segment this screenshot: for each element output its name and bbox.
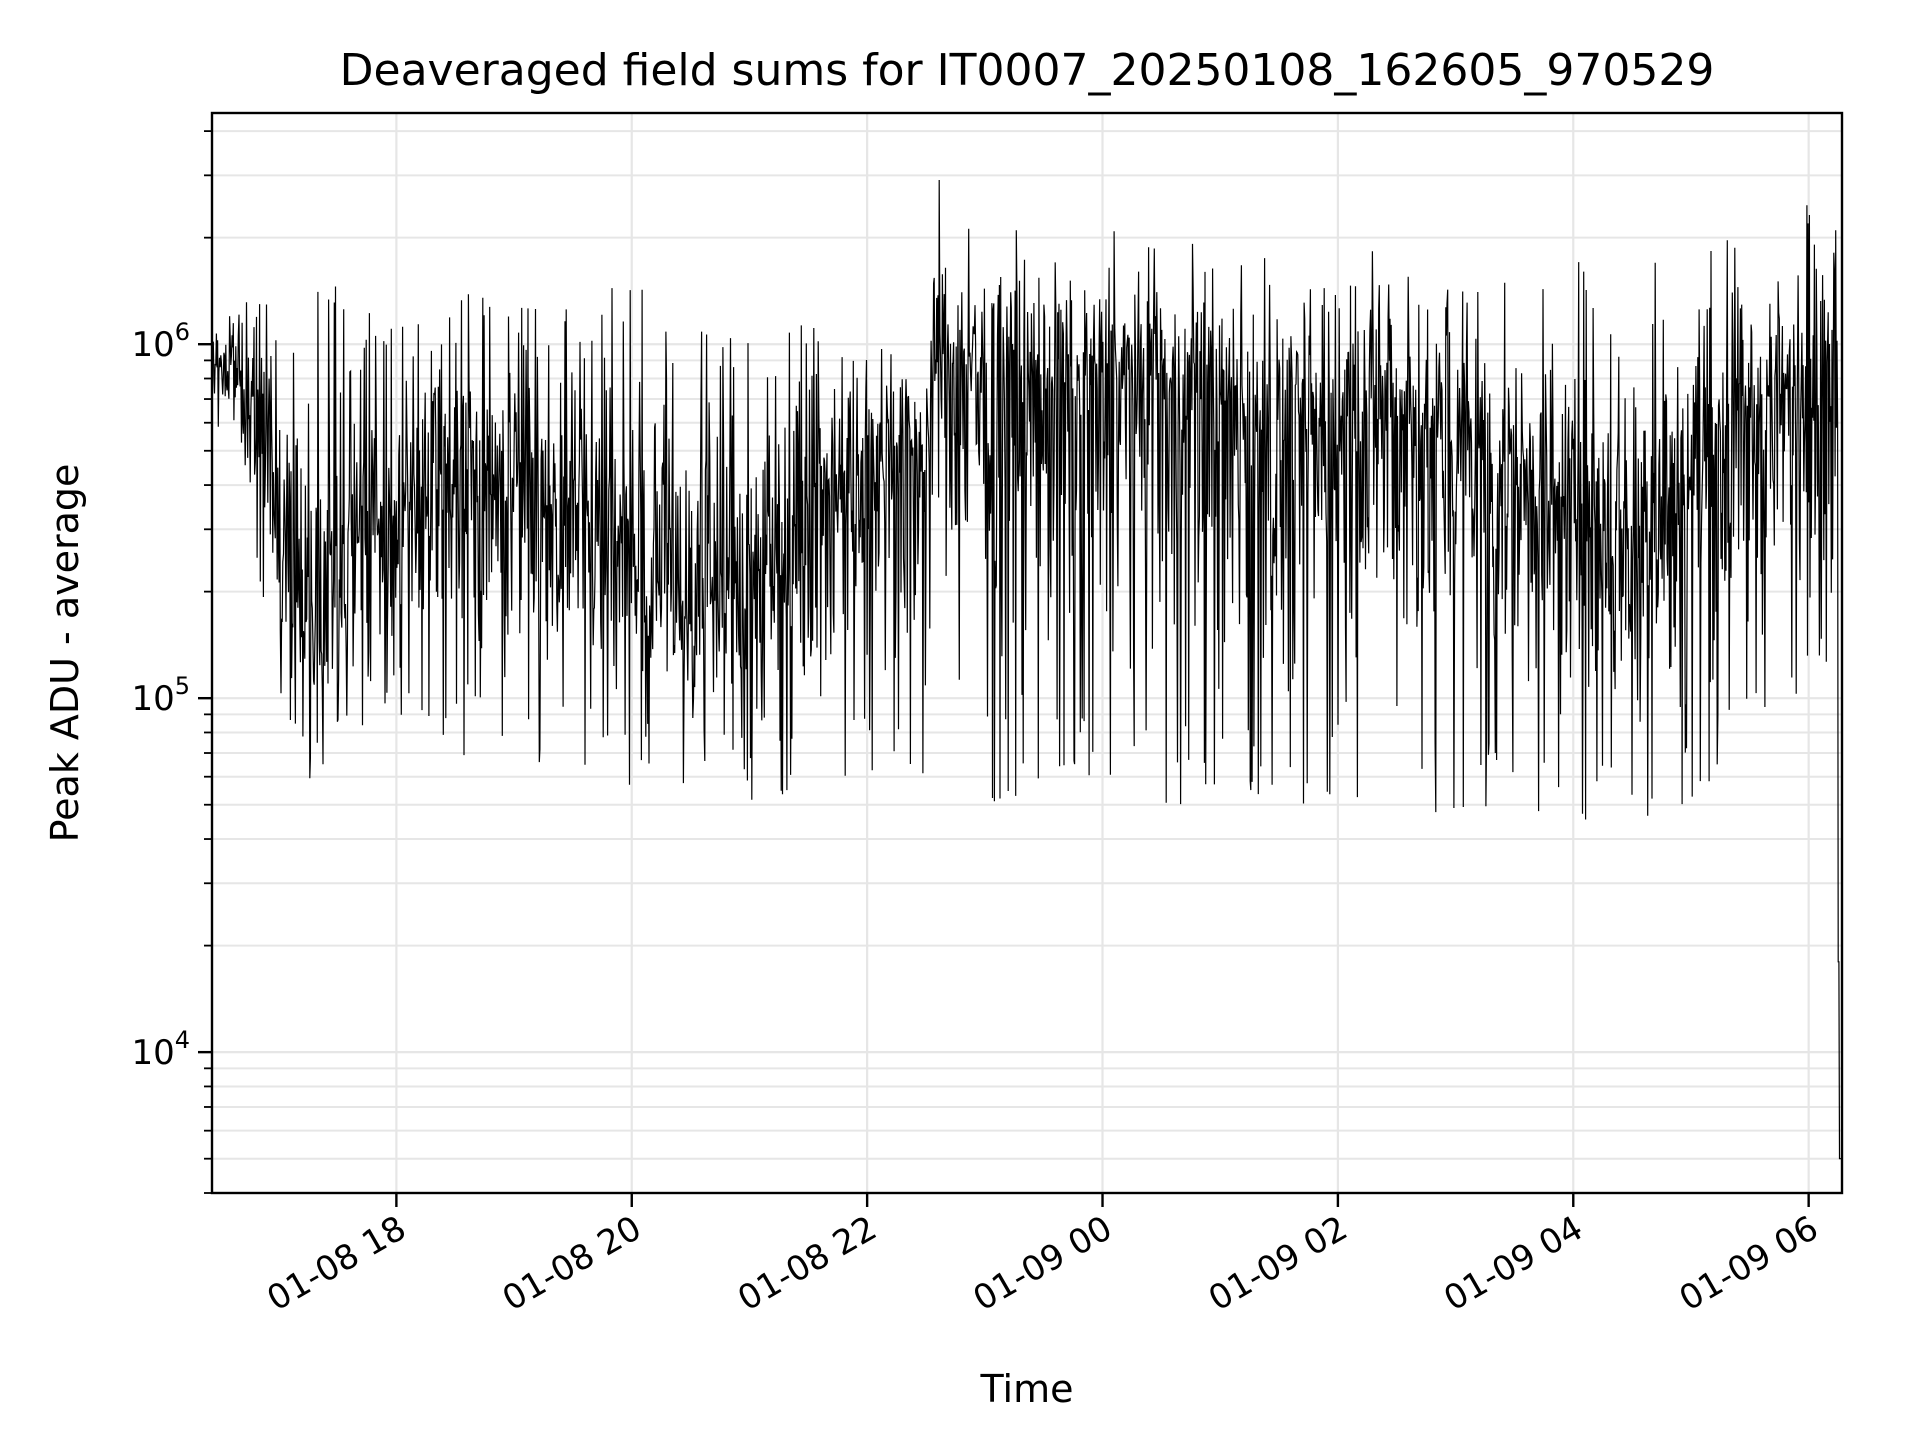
y-tick-label: 105 <box>131 672 190 719</box>
axes-frame <box>210 111 1844 1195</box>
y-tick-label: 106 <box>131 318 190 365</box>
series-line <box>211 179 1842 1160</box>
y-axis-label: Peak ADU - average <box>43 464 87 843</box>
x-axis-label: Time <box>980 1367 1074 1411</box>
plot-area <box>211 179 1842 1160</box>
y-tick-label: 104 <box>131 1026 190 1073</box>
chart-title: Deaveraged field sums for IT0007_2025010… <box>340 45 1715 96</box>
